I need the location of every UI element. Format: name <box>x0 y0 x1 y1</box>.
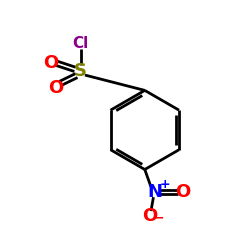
Text: O: O <box>142 208 157 226</box>
Text: −: − <box>154 211 164 224</box>
Text: O: O <box>48 79 64 97</box>
Text: O: O <box>176 183 191 201</box>
Text: +: + <box>159 178 170 191</box>
Text: N: N <box>147 183 162 201</box>
Text: S: S <box>74 62 87 80</box>
Text: Cl: Cl <box>72 36 89 51</box>
Text: O: O <box>43 54 59 72</box>
